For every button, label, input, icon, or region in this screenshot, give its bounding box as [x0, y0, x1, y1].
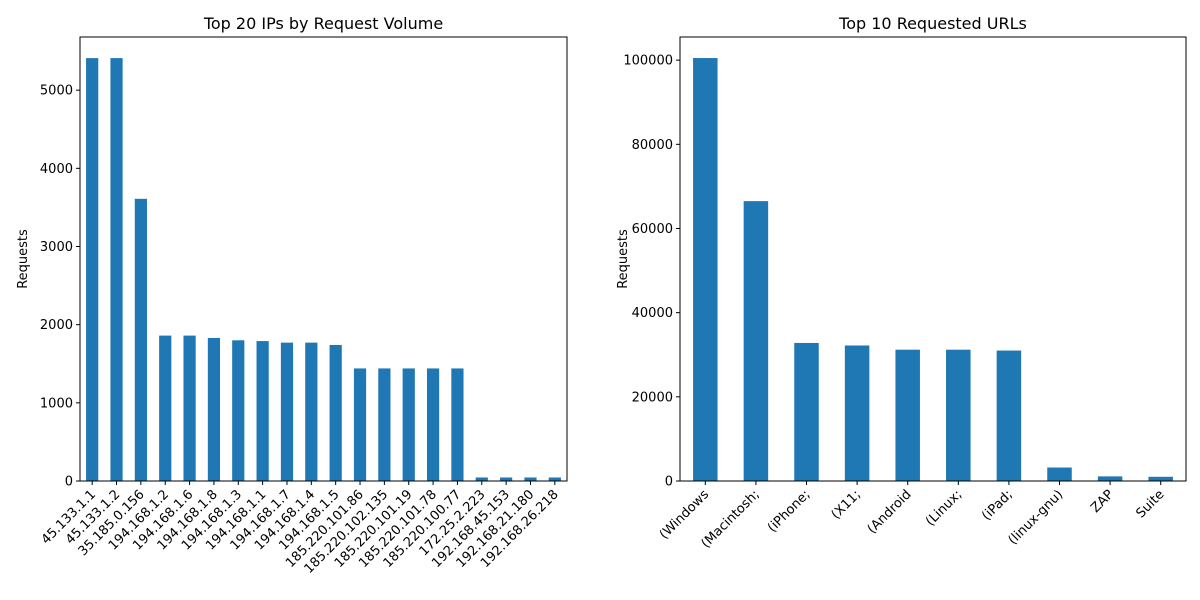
bar — [134, 198, 147, 481]
y-tick-label: 3000 — [40, 240, 73, 255]
bar — [183, 335, 196, 481]
bar — [794, 342, 819, 481]
x-tick-label: (iPhone; — [765, 487, 813, 535]
bar — [256, 341, 269, 481]
y-tick-label: 2000 — [40, 318, 73, 333]
plot-frame — [679, 36, 1187, 482]
bar — [451, 368, 464, 481]
bar — [232, 340, 245, 481]
bar — [693, 58, 718, 481]
plot-frame — [79, 36, 568, 482]
bar — [402, 368, 415, 481]
bar — [280, 342, 294, 481]
y-tick-label: 0 — [665, 475, 673, 490]
bar — [946, 349, 971, 481]
x-tick-label: (linux-gnu) — [1006, 487, 1067, 548]
x-tick-label: (iPad; — [979, 487, 1015, 523]
bar — [524, 477, 537, 481]
chart-title: Top 20 IPs by Request Volume — [203, 14, 443, 33]
x-tick-label: Suite — [1133, 487, 1167, 521]
x-tick-label: (X11; — [829, 487, 864, 522]
bar — [353, 368, 367, 481]
bar — [500, 477, 513, 481]
bar — [1047, 467, 1072, 481]
bar — [329, 344, 342, 481]
bar — [378, 368, 391, 481]
y-tick-label: 80000 — [632, 138, 673, 153]
y-tick-label: 5000 — [40, 84, 73, 99]
bar — [305, 342, 318, 481]
bar — [996, 350, 1022, 481]
y-axis-label: Requests — [616, 229, 631, 289]
bar — [475, 477, 488, 481]
bar — [743, 201, 769, 482]
x-tick-label: (Linux; — [923, 487, 965, 529]
bar — [1148, 476, 1173, 481]
y-tick-label: 20000 — [632, 390, 673, 405]
y-tick-label: 4000 — [40, 162, 73, 177]
chart-title: Top 10 Requested URLs — [838, 14, 1027, 33]
y-axis-label: Requests — [16, 229, 31, 289]
bar — [86, 58, 99, 482]
y-tick-label: 100000 — [623, 54, 673, 69]
y-tick-label: 60000 — [632, 222, 673, 237]
bar — [895, 349, 920, 481]
bar — [426, 368, 440, 481]
x-tick-label: ZAP — [1088, 487, 1117, 516]
y-tick-label: 0 — [65, 475, 73, 490]
bar — [110, 58, 123, 482]
bar — [159, 335, 172, 481]
bar — [1097, 476, 1123, 481]
bar — [207, 337, 221, 481]
x-tick-label: (Android — [865, 487, 915, 537]
y-tick-label: 40000 — [632, 306, 673, 321]
y-tick-label: 1000 — [40, 396, 73, 411]
bar — [548, 477, 561, 481]
bar — [844, 345, 870, 481]
